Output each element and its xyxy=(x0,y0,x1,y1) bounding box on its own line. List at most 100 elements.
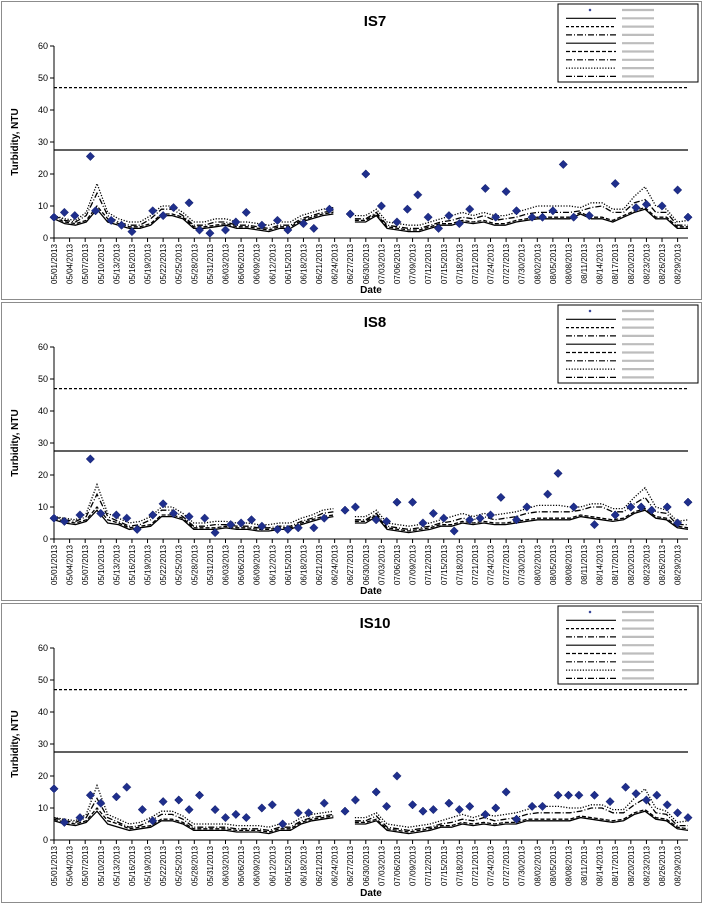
data-point xyxy=(371,515,381,525)
data-point xyxy=(210,528,220,538)
data-point xyxy=(610,510,620,520)
x-tick-label: 06/27/2013 xyxy=(346,243,355,284)
data-point xyxy=(158,211,168,221)
x-tick-label: 07/06/2013 xyxy=(393,544,402,585)
data-point xyxy=(319,513,329,523)
x-tick-label: 06/30/2013 xyxy=(362,845,371,886)
x-tick-label: 08/14/2013 xyxy=(596,243,605,284)
x-tick-label: 06/06/2013 xyxy=(237,243,246,284)
x-tick-label: 07/30/2013 xyxy=(518,243,527,284)
x-tick-label: 06/09/2013 xyxy=(253,845,262,886)
data-point xyxy=(465,801,475,811)
x-axis-label: Date xyxy=(360,586,382,597)
x-tick-label: 07/18/2013 xyxy=(455,243,464,284)
data-point xyxy=(480,809,490,819)
data-point xyxy=(117,220,127,230)
data-point xyxy=(589,790,600,800)
x-tick-label: 06/18/2013 xyxy=(299,243,308,284)
x-tick-label: 08/29/2013 xyxy=(674,845,683,886)
y-tick-label: 0 xyxy=(43,835,48,845)
series-line xyxy=(53,810,334,835)
x-tick-label: 06/18/2013 xyxy=(299,845,308,886)
data-point xyxy=(340,505,350,515)
data-point xyxy=(683,813,693,823)
x-tick-label: 05/22/2013 xyxy=(159,243,168,284)
series-line xyxy=(354,206,688,231)
data-point xyxy=(96,508,106,518)
data-point xyxy=(683,497,693,507)
data-point xyxy=(537,801,548,811)
x-tick-label: 08/14/2013 xyxy=(596,845,605,886)
data-point xyxy=(272,215,283,225)
data-point xyxy=(428,805,438,815)
x-tick-label: 07/09/2013 xyxy=(409,845,418,886)
x-tick-label: 08/08/2013 xyxy=(564,845,573,886)
x-tick-label: 08/17/2013 xyxy=(611,243,620,284)
x-tick-label: 06/30/2013 xyxy=(362,544,371,585)
data-point xyxy=(673,518,683,528)
data-point xyxy=(246,515,257,525)
data-point xyxy=(106,215,116,225)
data-point xyxy=(610,179,620,189)
data-point xyxy=(340,806,350,816)
x-tick-label: 06/24/2013 xyxy=(331,243,340,284)
x-axis-label: Date xyxy=(360,888,382,899)
y-tick-label: 40 xyxy=(38,406,48,416)
data-point xyxy=(511,206,522,216)
data-point xyxy=(226,520,236,530)
x-tick-label: 07/24/2013 xyxy=(487,544,496,585)
x-tick-label: 07/27/2013 xyxy=(502,243,511,284)
data-point xyxy=(418,806,428,816)
data-point xyxy=(85,454,95,464)
data-point xyxy=(49,212,59,222)
chart-title: IS8 xyxy=(364,314,387,331)
data-point xyxy=(631,203,641,213)
series-line xyxy=(53,181,334,226)
x-tick-label: 07/06/2013 xyxy=(393,845,402,886)
x-tick-label: 07/30/2013 xyxy=(518,544,527,585)
x-tick-label: 07/18/2013 xyxy=(455,845,464,886)
x-tick-label: 05/01/2013 xyxy=(50,845,59,886)
x-tick-label: 08/26/2013 xyxy=(658,243,667,284)
x-tick-label: 06/12/2013 xyxy=(268,845,277,886)
data-point xyxy=(423,212,433,222)
chart-svg: IS10 Turbidity, NTU 0 10 20 30 40 50 60 05/01/201… xyxy=(10,605,699,899)
y-tick-label: 10 xyxy=(38,502,48,512)
data-point xyxy=(257,803,267,813)
data-point xyxy=(480,183,490,193)
series-line xyxy=(354,509,689,534)
y-tick-label: 20 xyxy=(38,169,48,179)
data-point xyxy=(205,228,215,238)
x-tick-label: 08/17/2013 xyxy=(611,845,620,886)
x-tick-label: 06/03/2013 xyxy=(221,845,230,886)
x-tick-label: 06/06/2013 xyxy=(237,544,246,585)
series-line xyxy=(53,783,334,828)
x-tick-label: 06/30/2013 xyxy=(362,243,371,284)
data-point xyxy=(75,510,85,520)
data-point xyxy=(652,790,662,800)
x-tick-label: 08/11/2013 xyxy=(580,243,589,283)
data-point xyxy=(148,510,158,520)
data-point xyxy=(184,805,194,815)
data-point xyxy=(184,512,194,522)
x-tick-label: 08/20/2013 xyxy=(627,243,636,284)
data-point xyxy=(569,502,579,512)
x-tick-label: 06/15/2013 xyxy=(284,243,293,284)
data-point xyxy=(548,206,558,216)
data-point xyxy=(449,526,459,536)
data-point xyxy=(96,798,106,808)
x-axis-label: Date xyxy=(360,285,382,296)
data-point xyxy=(454,805,464,815)
x-tick-label: 06/15/2013 xyxy=(284,544,293,585)
data-point xyxy=(527,212,537,222)
x-tick-label: 08/23/2013 xyxy=(642,845,651,886)
y-axis-label: Turbidity, NTU xyxy=(10,409,21,476)
chart-panel-is8: IS8 Turbidity, NTU 0 10 20 30 40 50 60 05/01/2013… xyxy=(1,302,702,601)
x-tick-label: 08/02/2013 xyxy=(533,845,542,886)
x-tick-label: 05/28/2013 xyxy=(190,845,199,886)
x-tick-label: 06/18/2013 xyxy=(299,544,308,585)
data-point xyxy=(59,516,69,526)
data-point xyxy=(345,209,355,219)
x-tick-label: 06/24/2013 xyxy=(331,845,340,886)
x-tick-label: 05/04/2013 xyxy=(66,243,75,284)
